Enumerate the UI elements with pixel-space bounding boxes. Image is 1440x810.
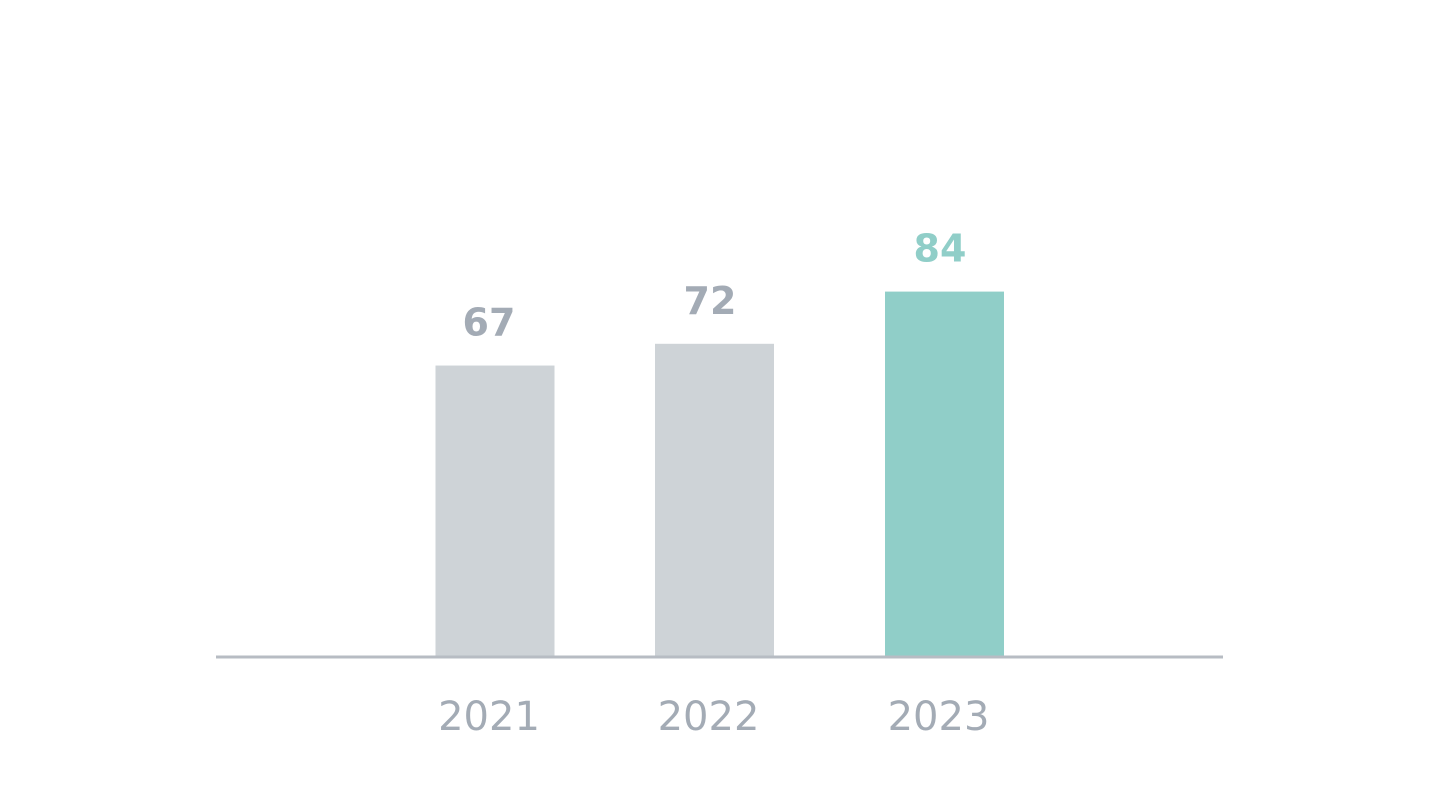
bars-group bbox=[435, 291, 1004, 657]
x-tick-label-2023: 2023 bbox=[888, 694, 990, 740]
bar-2023 bbox=[885, 291, 1004, 657]
x-tick-labels-group: 2021 2022 2023 bbox=[438, 694, 989, 740]
bar-2021 bbox=[435, 365, 555, 657]
value-label-2023: 84 bbox=[914, 227, 967, 271]
bar-2022 bbox=[655, 343, 774, 657]
value-label-2021: 67 bbox=[463, 301, 516, 345]
x-tick-label-2022: 2022 bbox=[658, 694, 760, 740]
x-tick-label-2021: 2021 bbox=[438, 694, 540, 740]
value-label-2022: 72 bbox=[684, 279, 737, 323]
value-labels-group: 67 72 84 bbox=[463, 227, 967, 345]
